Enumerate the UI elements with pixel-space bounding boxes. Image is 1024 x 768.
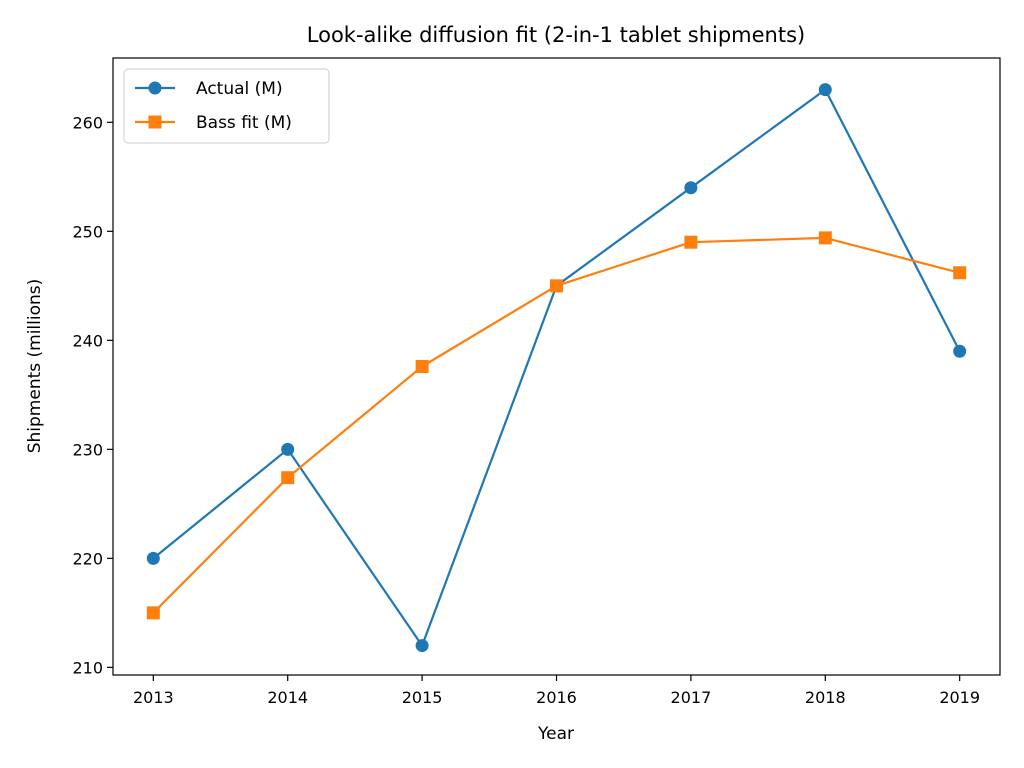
legend-label-actual-m: Actual (M) <box>196 79 283 99</box>
x-tick-label: 2016 <box>536 688 577 707</box>
x-tick-label: 2019 <box>939 688 980 707</box>
y-tick-label: 210 <box>72 658 103 677</box>
x-axis-label: Year <box>537 724 574 744</box>
x-tick-label: 2015 <box>402 688 443 707</box>
data-point-bass-fit-m <box>415 360 429 373</box>
x-tick-label: 2013 <box>133 688 174 707</box>
legend-swatch-marker-bass-fit-m <box>148 115 162 129</box>
data-point-actual-m <box>684 181 698 195</box>
y-tick-label: 250 <box>72 222 103 241</box>
legend-box <box>123 68 330 144</box>
data-point-bass-fit-m <box>550 279 563 293</box>
data-point-actual-m <box>281 442 295 456</box>
data-point-actual-m <box>146 551 160 565</box>
y-tick-label: 220 <box>72 549 103 568</box>
data-point-bass-fit-m <box>684 235 698 249</box>
data-point-bass-fit-m <box>818 231 832 245</box>
y-axis-label: Shipments (millions) <box>25 279 45 454</box>
data-point-actual-m <box>953 344 967 358</box>
y-tick-label: 240 <box>72 331 103 350</box>
data-point-actual-m <box>818 83 832 97</box>
legend: Actual (M) Bass fit (M) <box>123 68 330 144</box>
legend-swatch-marker-actual-m <box>148 81 162 95</box>
axes: 2013 2014 2015 2016 2017 2018 2019 210 220 230 240… <box>72 113 980 707</box>
data-point-bass-fit-m <box>146 606 160 620</box>
y-tick-label: 260 <box>72 113 103 132</box>
data-point-bass-fit-m <box>281 471 295 485</box>
legend-label-bass-fit-m: Bass fit (M) <box>196 113 292 133</box>
data-point-bass-fit-m <box>953 266 967 280</box>
x-tick-label: 2017 <box>671 688 712 707</box>
data-point-actual-m <box>415 639 429 653</box>
chart-title: Look-alike diffusion fit (2-in-1 tablet … <box>307 23 805 47</box>
x-tick-label: 2018 <box>805 688 846 707</box>
y-tick-label: 230 <box>72 440 103 459</box>
plot-area <box>146 83 967 653</box>
x-tick-label: 2014 <box>267 688 308 707</box>
